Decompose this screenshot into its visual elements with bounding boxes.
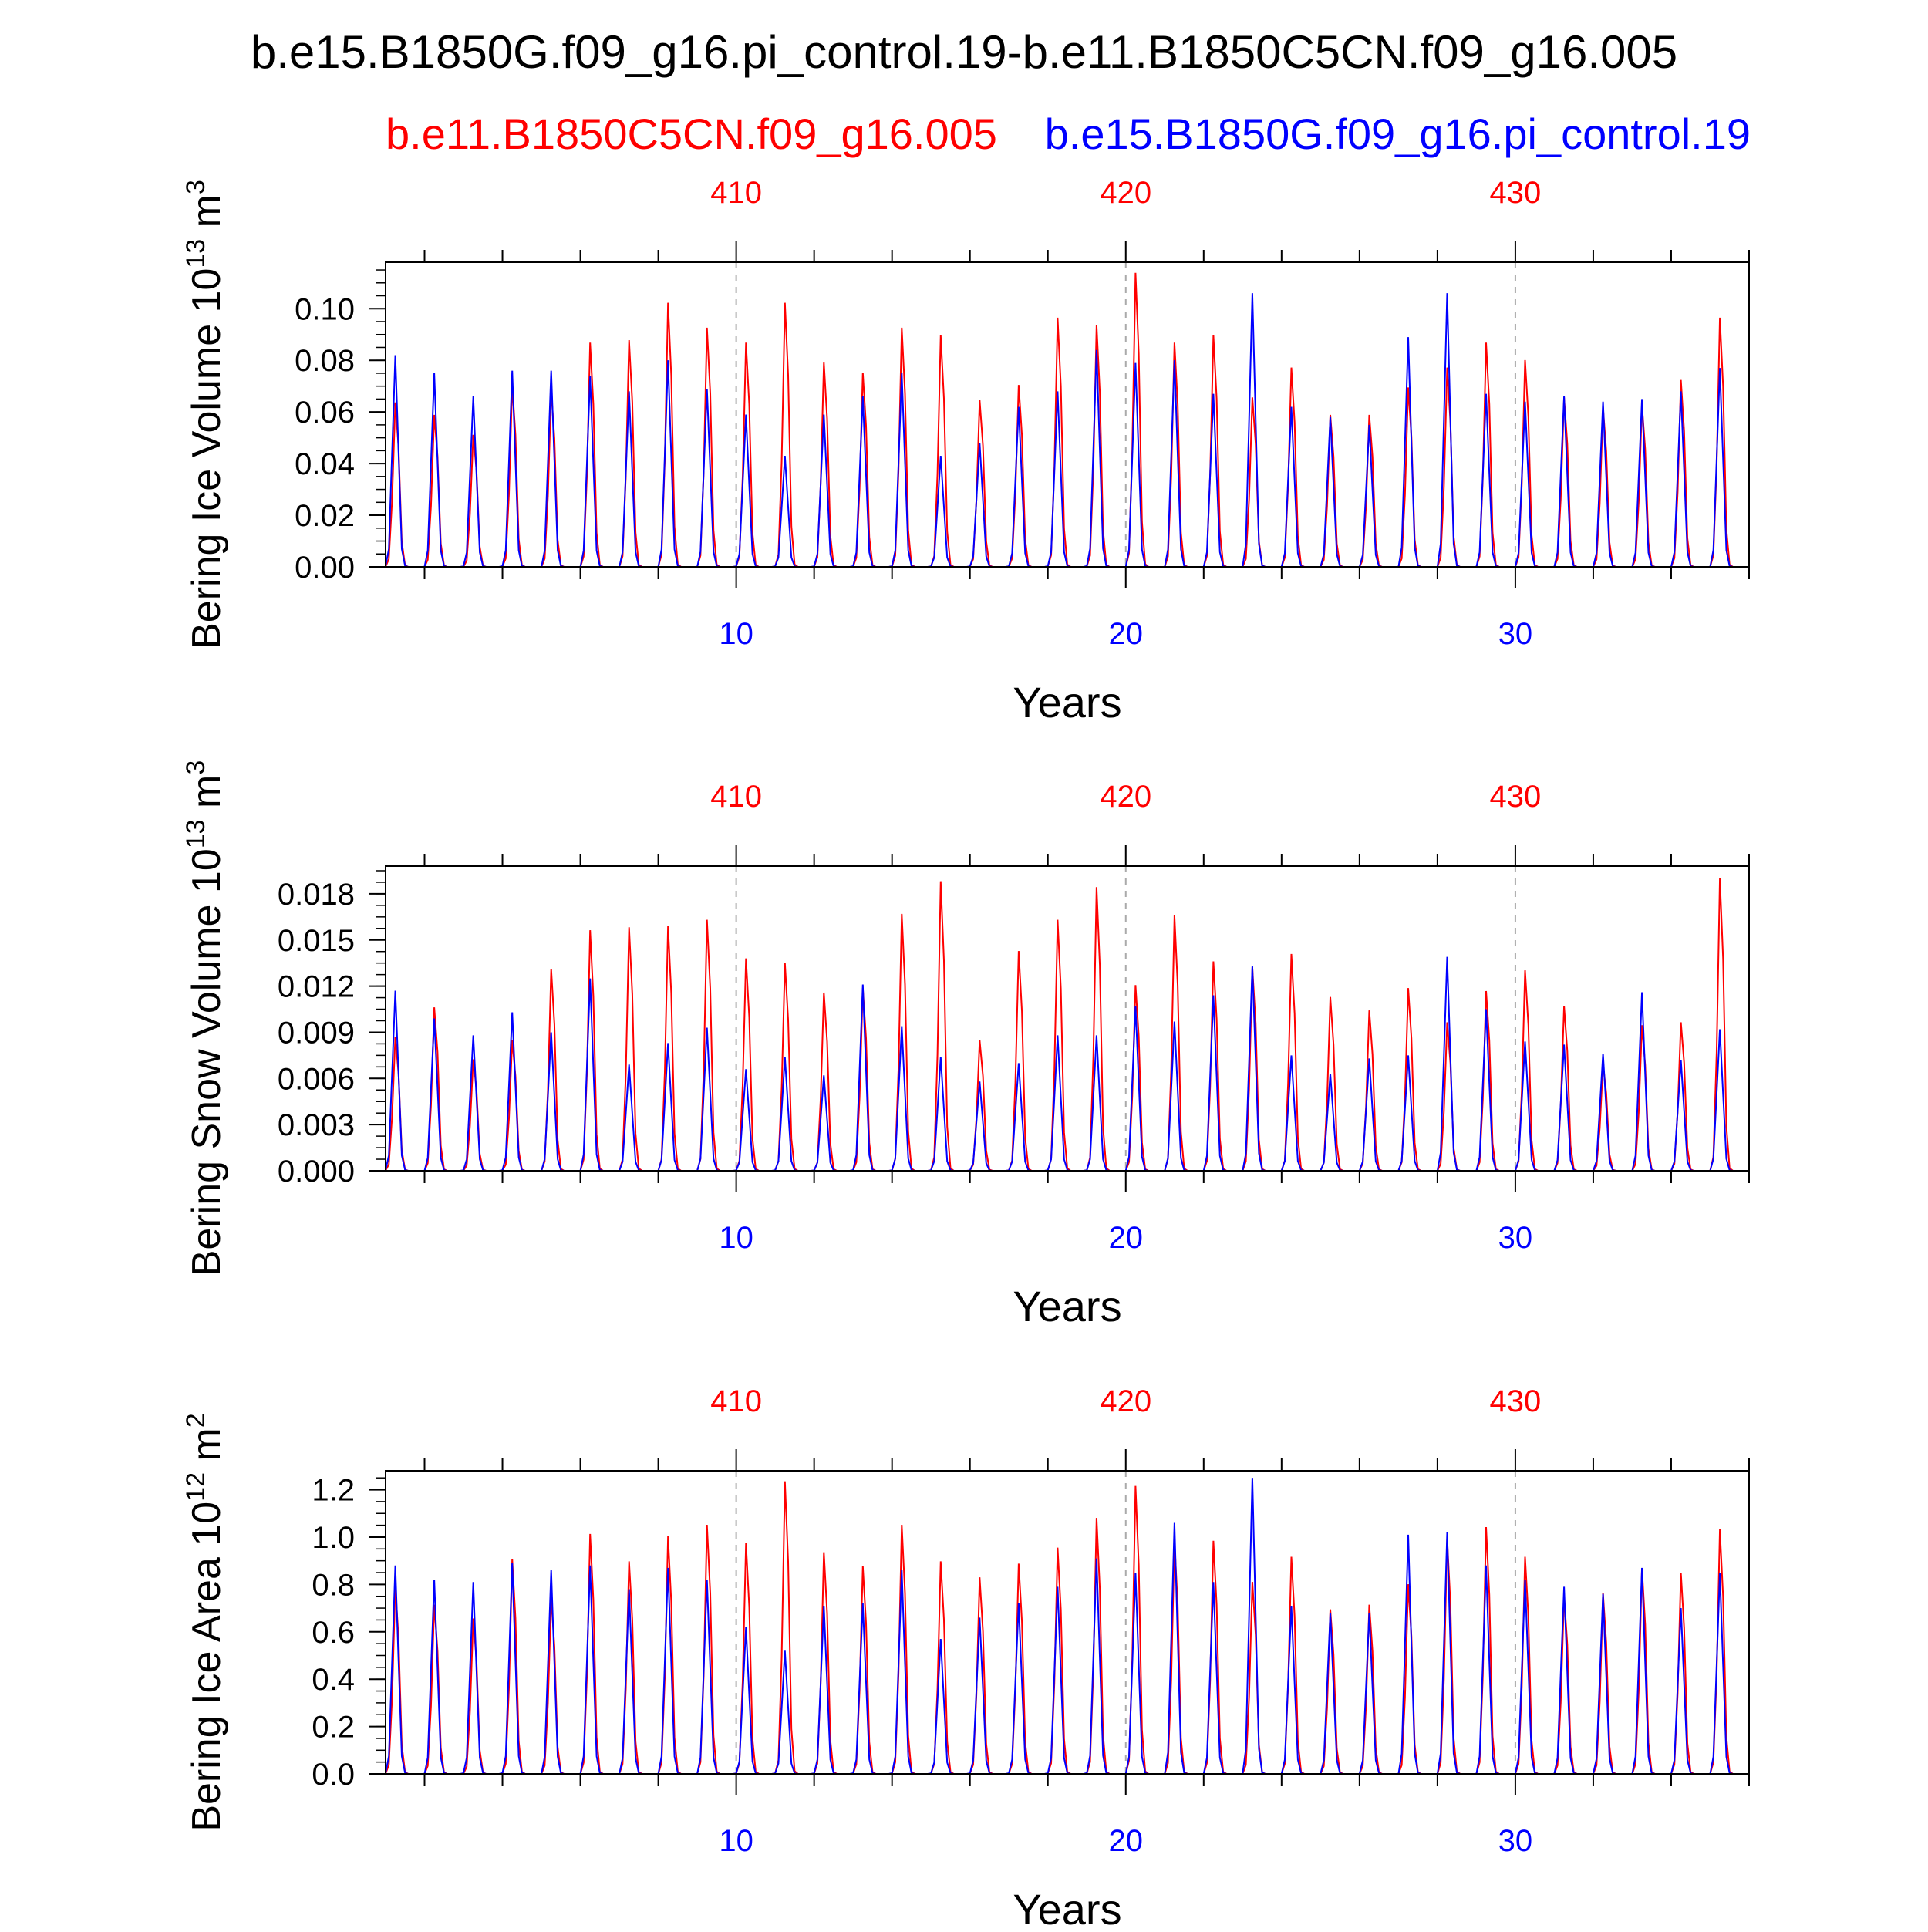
x-top-tick-label: 430 <box>1490 780 1542 814</box>
x-top-tick-label: 420 <box>1100 176 1151 210</box>
y-tick-label: 0.012 <box>278 970 355 1004</box>
x-top-tick-label: 430 <box>1490 1384 1542 1418</box>
x-tick-label: 10 <box>719 1824 753 1858</box>
legend-label-blue: b.e15.B1850G.f09_g16.pi_control.19 <box>1045 110 1751 158</box>
chart-panels: 0.00 0.02 0.04 0.06 0.08 0.10 10 410 20 420 30 430 Y… <box>181 176 1750 1932</box>
y-tick-label: 0.06 <box>295 396 355 430</box>
y-tick-label: 1.0 <box>312 1521 355 1555</box>
plot-frame <box>385 261 1750 568</box>
y-axis-label: Bering Snow Volume 1013 m3 <box>181 760 229 1277</box>
x-tick-label: 30 <box>1498 1221 1533 1255</box>
x-top-tick-label: 410 <box>710 780 762 814</box>
series-line-red <box>385 1481 1749 1775</box>
x-top-tick-label: 410 <box>710 176 762 210</box>
y-tick-label: 0.2 <box>312 1711 355 1745</box>
chart-panel-3: 0.0 0.2 0.4 0.6 0.8 1.0 1.2 10 410 20 420 30 430 Year… <box>181 1384 1750 1932</box>
y-tick-label: 0.018 <box>278 878 355 912</box>
series-line-blue <box>385 956 1749 1172</box>
series-line-blue <box>385 293 1749 568</box>
y-tick-label: 0.4 <box>312 1663 355 1697</box>
y-tick-label: 0.015 <box>278 924 355 958</box>
y-tick-label: 0.0 <box>312 1758 355 1792</box>
x-top-tick-label: 430 <box>1490 176 1542 210</box>
legend-label-red: b.e11.B1850C5CN.f09_g16.005 <box>386 110 997 158</box>
series-line-blue <box>385 1478 1749 1775</box>
y-tick-label: 0.006 <box>278 1062 355 1096</box>
y-tick-label: 0.04 <box>295 447 355 481</box>
y-tick-label: 0.009 <box>278 1016 355 1050</box>
x-top-tick-label: 420 <box>1100 1384 1151 1418</box>
y-tick-label: 0.8 <box>312 1568 355 1602</box>
chart-title: b.e15.B1850G.f09_g16.pi_control.19-b.e11… <box>251 26 1677 78</box>
x-top-tick-label: 410 <box>710 1384 762 1418</box>
chart-panel-2: 0.000 0.003 0.006 0.009 0.012 0.015 0.018 10 410… <box>181 760 1750 1330</box>
y-tick-label: 0.000 <box>278 1155 355 1189</box>
x-top-tick-label: 420 <box>1100 780 1151 814</box>
y-tick-label: 0.02 <box>295 499 355 533</box>
series-line-red <box>385 272 1749 568</box>
y-axis-label: Bering Ice Volume 1013 m3 <box>181 180 229 649</box>
x-tick-label: 10 <box>719 1221 753 1255</box>
y-tick-label: 0.08 <box>295 344 355 378</box>
x-tick-label: 30 <box>1498 617 1533 651</box>
x-tick-label: 20 <box>1109 1221 1144 1255</box>
y-tick-label: 0.00 <box>295 551 355 585</box>
y-tick-label: 0.10 <box>295 292 355 326</box>
x-axis-label: Years <box>1013 678 1121 727</box>
x-axis-label: Years <box>1013 1885 1121 1928</box>
x-tick-label: 10 <box>719 617 753 651</box>
x-axis-label: Years <box>1013 1282 1121 1330</box>
y-tick-label: 0.003 <box>278 1108 355 1142</box>
y-tick-label: 1.2 <box>312 1474 355 1508</box>
chart-panel-1: 0.00 0.02 0.04 0.06 0.08 0.10 10 410 20 420 30 430 Y… <box>181 176 1750 727</box>
plot-frame <box>385 865 1750 1172</box>
x-tick-label: 30 <box>1498 1824 1533 1858</box>
y-axis-label: Bering Ice Area 1012 m2 <box>181 1413 229 1831</box>
y-tick-label: 0.6 <box>312 1616 355 1650</box>
plot-frame <box>385 1470 1750 1775</box>
series-line-red <box>385 878 1749 1172</box>
x-tick-label: 20 <box>1109 1824 1144 1858</box>
x-tick-label: 20 <box>1109 617 1144 651</box>
